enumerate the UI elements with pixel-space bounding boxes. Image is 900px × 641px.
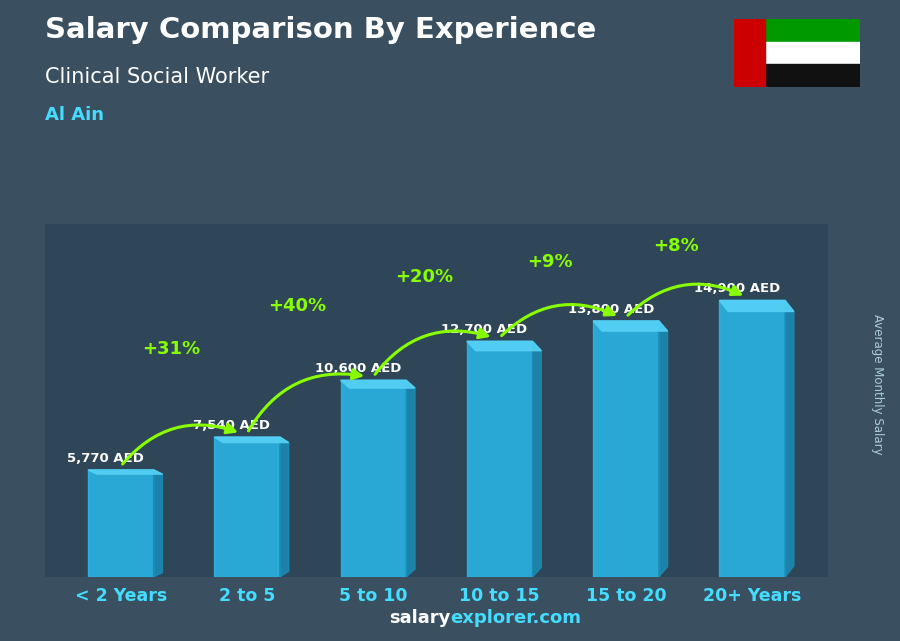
Bar <box>593 321 659 577</box>
Text: 10,600 AED: 10,600 AED <box>315 362 401 375</box>
Polygon shape <box>467 341 541 351</box>
Polygon shape <box>214 437 289 442</box>
Text: +31%: +31% <box>142 340 201 358</box>
Text: +8%: +8% <box>653 237 699 255</box>
Polygon shape <box>280 437 289 577</box>
Text: Average Monthly Salary: Average Monthly Salary <box>871 314 884 455</box>
Text: +40%: +40% <box>268 297 327 315</box>
Text: +9%: +9% <box>527 253 573 271</box>
Polygon shape <box>593 321 668 331</box>
Text: Al Ain: Al Ain <box>45 106 104 124</box>
Polygon shape <box>659 321 668 577</box>
Bar <box>467 341 533 577</box>
Text: 12,700 AED: 12,700 AED <box>441 323 527 336</box>
Polygon shape <box>88 470 163 474</box>
Bar <box>734 42 860 64</box>
Bar <box>734 19 765 87</box>
Text: Salary Comparison By Experience: Salary Comparison By Experience <box>45 16 596 44</box>
Text: Clinical Social Worker: Clinical Social Worker <box>45 67 269 87</box>
Polygon shape <box>154 470 163 577</box>
Bar <box>88 470 154 577</box>
Polygon shape <box>719 301 794 312</box>
Text: 5,770 AED: 5,770 AED <box>68 452 144 465</box>
Text: salary: salary <box>389 609 450 627</box>
Polygon shape <box>340 380 415 388</box>
Polygon shape <box>785 301 794 577</box>
Polygon shape <box>533 341 541 577</box>
Text: explorer.com: explorer.com <box>450 609 581 627</box>
Bar <box>340 380 406 577</box>
Text: 13,800 AED: 13,800 AED <box>568 303 654 315</box>
Text: +20%: +20% <box>395 268 453 286</box>
Text: 14,900 AED: 14,900 AED <box>694 282 780 296</box>
Text: 7,540 AED: 7,540 AED <box>194 419 270 432</box>
Bar <box>719 301 785 577</box>
Bar <box>734 19 860 42</box>
Polygon shape <box>406 380 415 577</box>
Bar <box>734 64 860 87</box>
Bar <box>214 437 280 577</box>
